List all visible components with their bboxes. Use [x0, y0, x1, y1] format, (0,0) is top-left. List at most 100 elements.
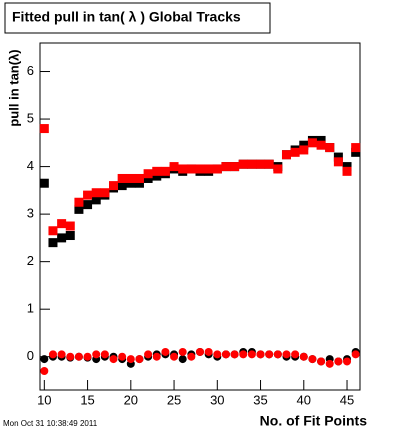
timestamp: Mon Oct 31 10:38:49 2011 [3, 419, 98, 428]
point [333, 152, 343, 162]
y-tick-label: 4 [27, 158, 34, 173]
point [212, 164, 222, 174]
point [134, 173, 144, 183]
point [213, 350, 222, 359]
point [178, 347, 187, 356]
point [186, 164, 196, 174]
point [39, 124, 49, 134]
point [40, 366, 49, 375]
point [143, 173, 153, 183]
point [230, 162, 240, 172]
point [204, 164, 214, 174]
y-axis-label: pull in tan(λ) [6, 49, 21, 126]
point [109, 181, 119, 191]
point [196, 347, 204, 356]
point [57, 219, 67, 229]
point [342, 162, 352, 172]
point [126, 178, 136, 188]
point [273, 350, 282, 359]
point [83, 190, 93, 200]
point [152, 352, 161, 361]
y-tick-label: 5 [27, 110, 34, 125]
point [317, 357, 326, 366]
point [291, 350, 300, 359]
point [342, 166, 352, 176]
point [351, 350, 360, 359]
x-tick-label: 20 [124, 392, 138, 407]
point [83, 200, 93, 210]
point [316, 140, 326, 150]
point [169, 162, 179, 172]
point [160, 166, 170, 176]
y-tick-label: 1 [27, 301, 34, 316]
point [299, 140, 309, 150]
point [238, 159, 248, 169]
point [40, 355, 49, 364]
point [74, 352, 83, 361]
point [109, 355, 118, 364]
point [282, 350, 291, 359]
x-tick-label: 15 [80, 392, 94, 407]
point [308, 355, 317, 364]
point [333, 157, 343, 167]
point [134, 178, 144, 188]
point [92, 350, 101, 359]
point [144, 350, 153, 359]
point [299, 145, 309, 155]
point [351, 143, 361, 153]
point [264, 159, 274, 169]
point [39, 178, 49, 188]
point [178, 164, 188, 174]
x-tick-label: 30 [210, 392, 224, 407]
point [299, 352, 308, 361]
point [221, 350, 230, 359]
point [57, 233, 67, 243]
point [343, 357, 352, 366]
point [195, 164, 205, 174]
point [126, 173, 136, 183]
point [91, 195, 101, 205]
point [316, 135, 326, 145]
point [351, 147, 361, 157]
point [204, 347, 213, 356]
x-tick-label: 10 [37, 392, 51, 407]
point [325, 359, 334, 368]
point [256, 350, 265, 359]
point [135, 355, 144, 364]
point [230, 350, 239, 359]
point [247, 159, 257, 169]
point [100, 350, 109, 359]
point [117, 181, 127, 191]
point [152, 171, 162, 181]
point [57, 350, 66, 359]
title-box [4, 2, 271, 34]
point [117, 173, 127, 183]
point [290, 147, 300, 157]
point [187, 352, 196, 361]
point [170, 352, 179, 361]
x-tick-label: 25 [167, 392, 181, 407]
point [273, 164, 283, 174]
point [118, 352, 127, 361]
x-tick-label: 45 [340, 392, 354, 407]
point [100, 188, 110, 198]
point [325, 143, 335, 153]
point [161, 347, 170, 356]
point [256, 159, 266, 169]
point [143, 169, 153, 179]
point [66, 352, 75, 361]
point [65, 221, 75, 231]
point [334, 357, 343, 366]
point [83, 352, 92, 361]
point [91, 188, 101, 198]
x-tick-label: 35 [253, 392, 267, 407]
point [48, 350, 57, 359]
chart-title: Fitted pull in tan( λ ) Global Tracks [12, 9, 241, 25]
y-tick-label: 3 [27, 206, 34, 221]
point [152, 166, 162, 176]
x-tick-label: 40 [297, 392, 311, 407]
y-tick-label: 6 [27, 63, 34, 78]
point [74, 204, 84, 214]
